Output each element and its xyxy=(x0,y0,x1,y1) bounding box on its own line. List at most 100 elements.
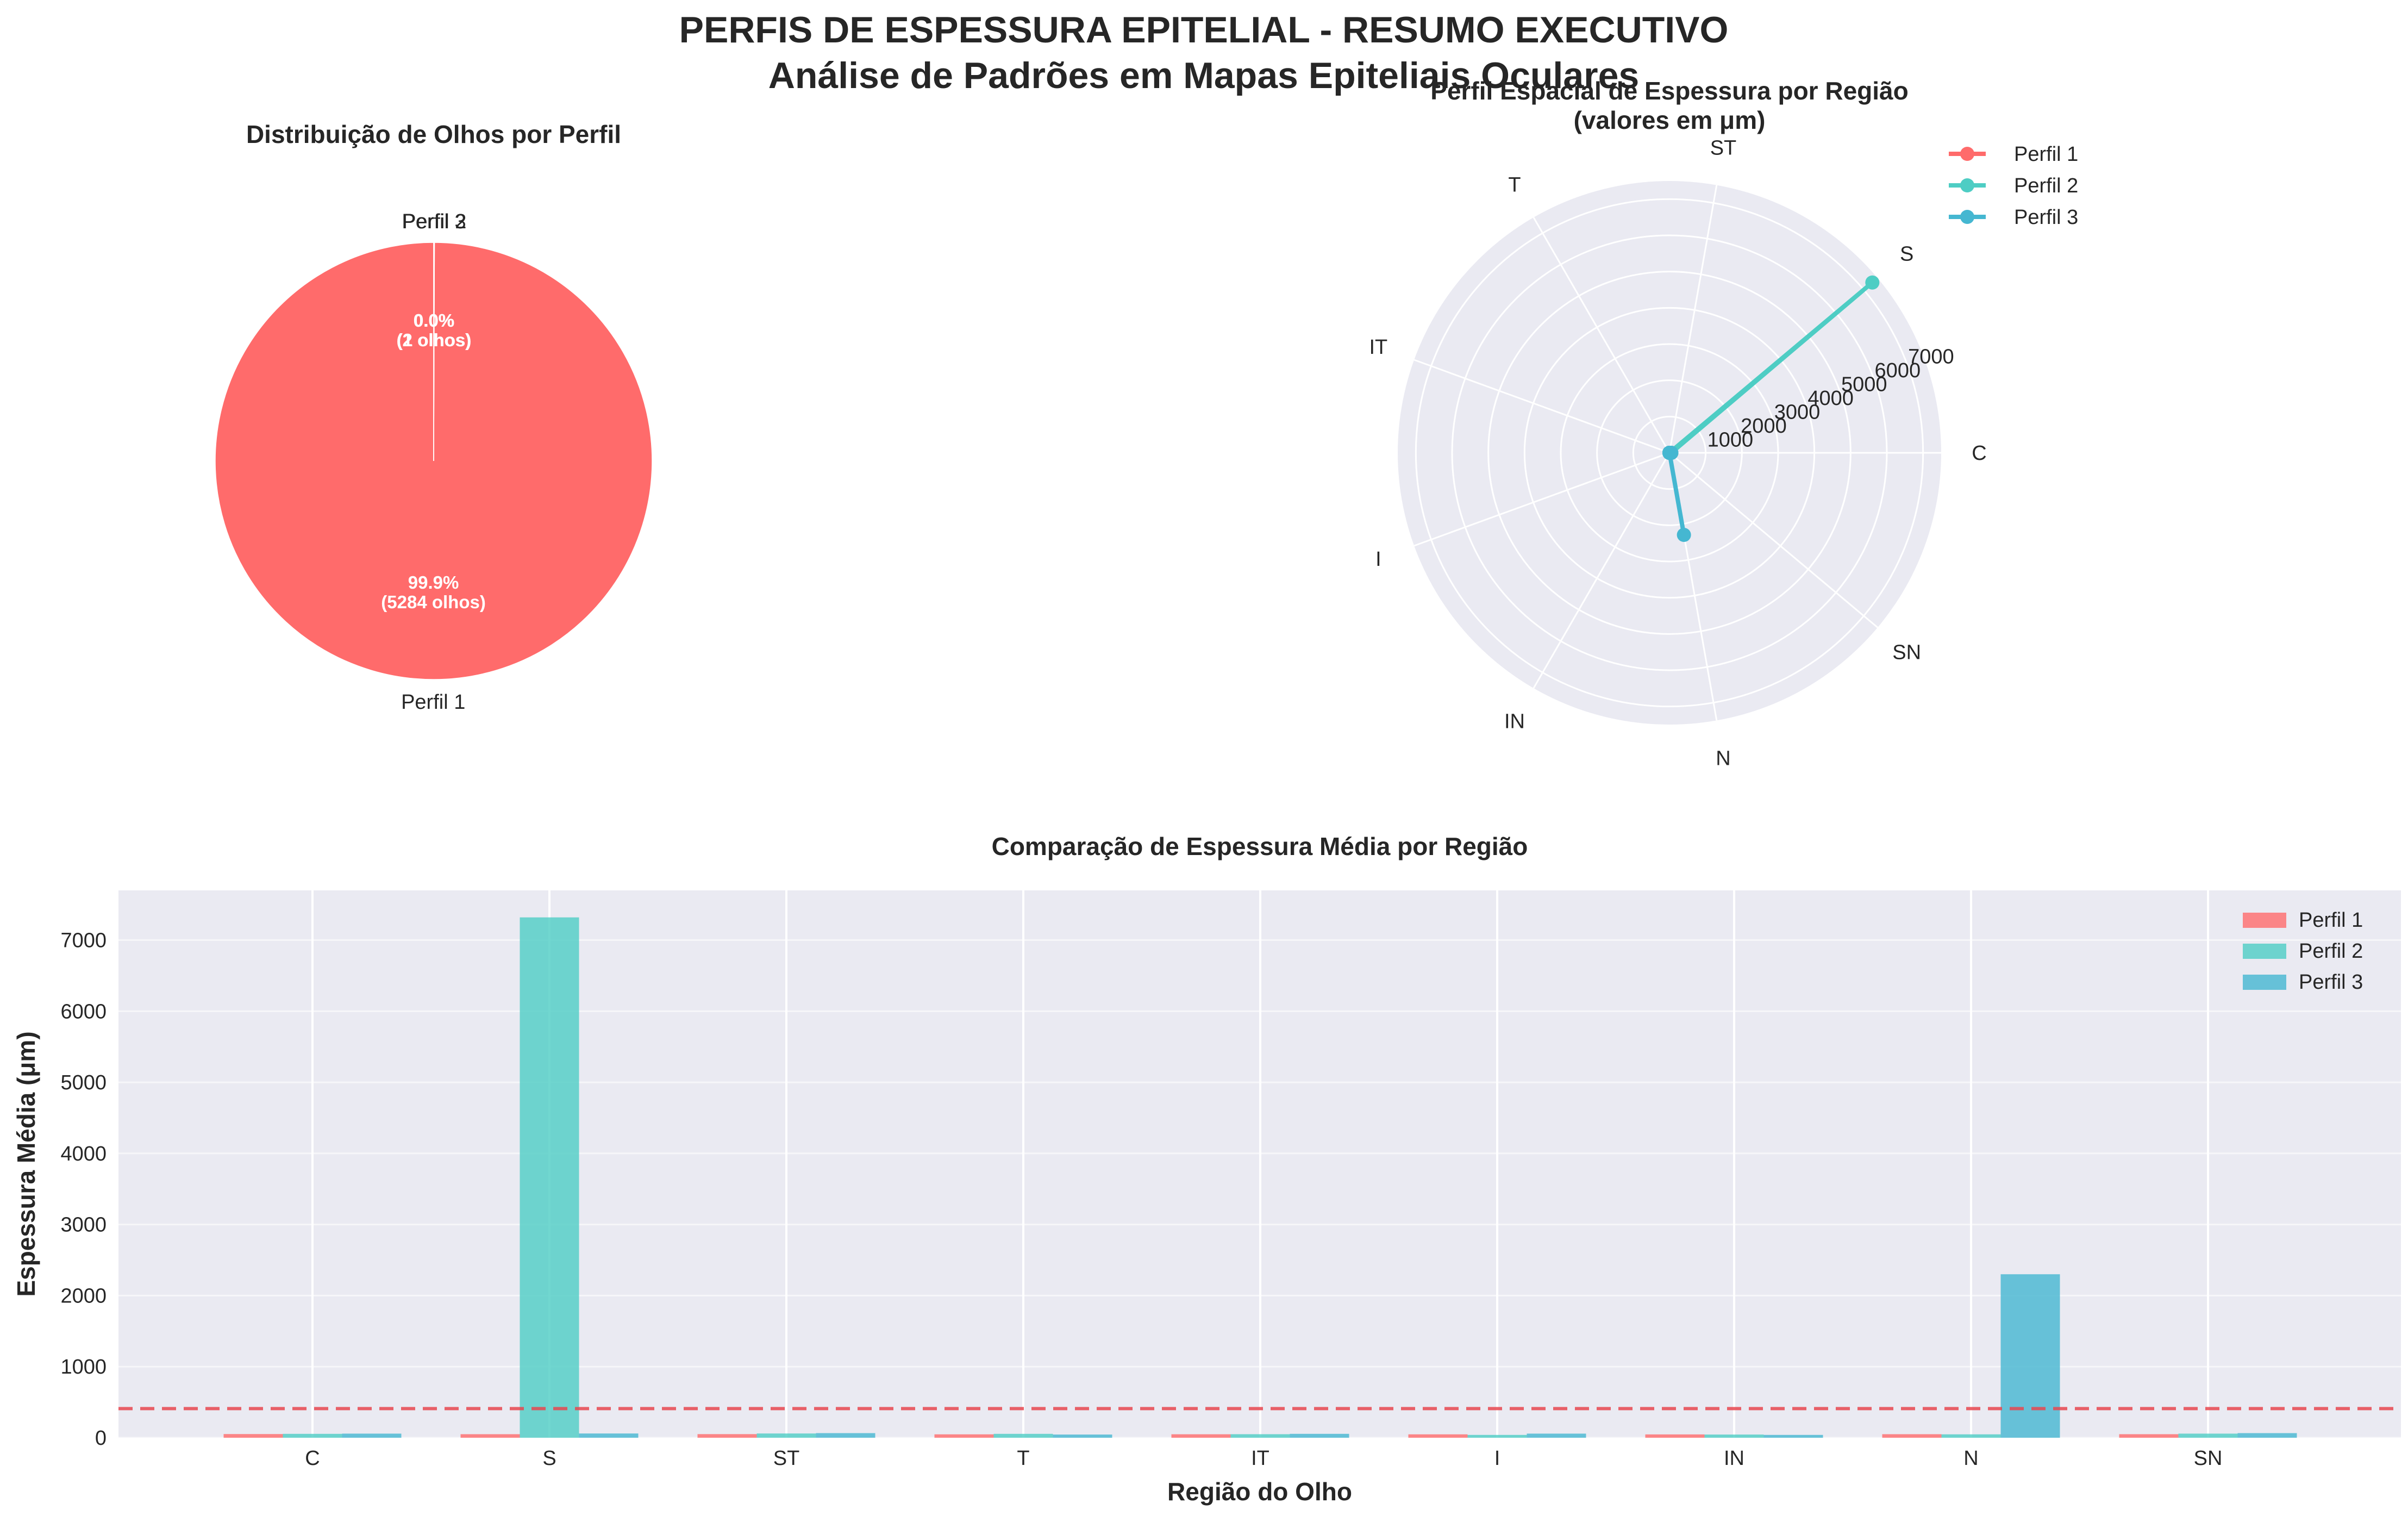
bar-perfil-3-s xyxy=(579,1433,639,1438)
bar-legend-swatch-perfil-2 xyxy=(2243,944,2286,959)
bar-ytick-5000: 5000 xyxy=(60,1071,107,1094)
pie-label-perfil-1: Perfil 1 xyxy=(401,691,465,714)
polar-title-line-1: Perfil Espacial de Espessura por Região xyxy=(1430,77,1908,105)
bar-perfil-2-i xyxy=(1467,1434,1527,1438)
suptitle-line-1: PERFIS DE ESPESSURA EPITELIAL - RESUMO E… xyxy=(679,9,1729,51)
polar-legend-marker-perfil-3 xyxy=(1960,210,1974,224)
bar-perfil-3-it xyxy=(1290,1433,1349,1438)
bar-perfil-2-s xyxy=(520,917,579,1438)
pie-title: Distribuição de Olhos por Perfil xyxy=(246,120,621,148)
bar-xtick-s: S xyxy=(542,1447,556,1470)
polar-category-in: IN xyxy=(1504,710,1525,733)
bar-legend-label-perfil-3: Perfil 3 xyxy=(2299,971,2363,994)
polar-spoke-st xyxy=(1668,185,1718,453)
bar-perfil-1-sn xyxy=(2119,1434,2179,1438)
polar-tick-1000: 1000 xyxy=(1708,428,1754,451)
bar-perfil-2-t xyxy=(993,1433,1053,1438)
bar-perfil-2-in xyxy=(1704,1434,1764,1438)
bar-perfil-2-c xyxy=(283,1433,342,1438)
polar-category-i: I xyxy=(1375,548,1381,571)
bar-perfil-1-st xyxy=(697,1434,757,1438)
polar-category-st: ST xyxy=(1710,137,1737,160)
bar-ytick-3000: 3000 xyxy=(60,1214,107,1237)
bar-xlabel: Região do Olho xyxy=(1167,1477,1352,1506)
polar-spoke-in xyxy=(1533,452,1671,689)
bar-perfil-2-it xyxy=(1230,1434,1290,1438)
polar-spoke-t xyxy=(1533,217,1671,453)
pie-chart: Distribuição de Olhos por Perfil Perfil 1… xyxy=(215,120,653,714)
bar-legend-swatch-perfil-3 xyxy=(2243,975,2286,990)
bar-xtick-st: ST xyxy=(773,1447,800,1470)
bar-xtick-in: IN xyxy=(1724,1447,1744,1470)
bar-ytick-1000: 1000 xyxy=(60,1356,107,1378)
bar-perfil-1-s xyxy=(460,1434,520,1438)
suptitle-line-2: Análise de Padrões em Mapas Epiteliais O… xyxy=(768,55,1639,96)
bar-perfil-3-c xyxy=(342,1433,402,1438)
polar-point-perfil-2-s xyxy=(1865,275,1880,290)
polar-legend-label-perfil-2: Perfil 2 xyxy=(2014,174,2078,197)
polar-title-line-2: (valores em μm) xyxy=(1574,106,1766,134)
polar-legend-label-perfil-3: Perfil 3 xyxy=(2014,206,2078,229)
bar-perfil-3-sn xyxy=(2237,1433,2297,1438)
bar-perfil-1-t xyxy=(934,1434,994,1438)
bar-ytick-0: 0 xyxy=(95,1427,107,1450)
bar-ylabel: Espessura Média (μm) xyxy=(12,1031,40,1296)
bar-legend-label-perfil-2: Perfil 2 xyxy=(2299,940,2363,963)
bar-ytick-6000: 6000 xyxy=(60,1000,107,1023)
bar-perfil-3-i xyxy=(1527,1433,1586,1438)
bar-perfil-1-c xyxy=(223,1434,283,1438)
bar-legend: Perfil 1 Perfil 2 Perfil 3 xyxy=(2243,909,2363,994)
bar-xtick-t: T xyxy=(1017,1447,1029,1470)
polar-legend-marker-perfil-1 xyxy=(1960,147,1974,161)
polar-category-s: S xyxy=(1900,243,1913,266)
polar-category-t: T xyxy=(1508,173,1521,196)
polar-point-perfil-3-sn xyxy=(1662,446,1677,460)
pie-label-perfil-2: Perfil 2 xyxy=(402,210,466,233)
bar-xtick-it: IT xyxy=(1251,1447,1269,1470)
polar-legend: Perfil 1 Perfil 2 Perfil 3 xyxy=(1949,143,2078,229)
polar-category-n: N xyxy=(1716,747,1730,770)
bar-perfil-2-n xyxy=(1941,1434,2001,1438)
pie-label-perfil-3: Perfil 3 xyxy=(402,210,466,233)
bar-xtick-sn: SN xyxy=(2194,1447,2223,1470)
bar-perfil-3-n xyxy=(2000,1274,2060,1438)
polar-legend-marker-perfil-2 xyxy=(1960,178,1974,192)
bar-xtick-i: I xyxy=(1494,1447,1500,1470)
bar-perfil-3-in xyxy=(1763,1434,1823,1438)
bar-perfil-1-it xyxy=(1171,1434,1231,1438)
bar-perfil-1-i xyxy=(1408,1434,1468,1438)
polar-chart: Perfil Espacial de Espessura por Região(… xyxy=(1369,77,2078,770)
bar-perfil-2-sn xyxy=(2178,1433,2238,1438)
pie-pct-perfil-1-line-1: 99.9% xyxy=(408,572,459,592)
polar-point-perfil-3-n xyxy=(1677,528,1691,542)
polar-tick-5000: 5000 xyxy=(1841,373,1887,396)
bar-perfil-3-t xyxy=(1053,1434,1112,1438)
polar-spoke-i xyxy=(1413,452,1670,547)
bar-perfil-1-in xyxy=(1645,1434,1705,1438)
polar-legend-label-perfil-1: Perfil 1 xyxy=(2014,143,2078,166)
polar-tick-7000: 7000 xyxy=(1908,345,1954,368)
polar-category-it: IT xyxy=(1369,336,1387,359)
pie-pct-perfil-3-line-2: (2 olhos) xyxy=(397,330,472,350)
pie-pct-perfil-1-line-2: (5284 olhos) xyxy=(381,592,486,612)
polar-spoke-it xyxy=(1413,359,1670,454)
polar-category-sn: SN xyxy=(1892,641,1921,664)
polar-spoke-sn xyxy=(1669,452,1878,628)
bar-ytick-7000: 7000 xyxy=(60,930,107,952)
bar-perfil-1-n xyxy=(1882,1434,1942,1438)
bar-legend-label-perfil-1: Perfil 1 xyxy=(2299,909,2363,932)
polar-tick-3000: 3000 xyxy=(1774,401,1821,423)
polar-tick-6000: 6000 xyxy=(1875,359,1921,382)
pie-pct-perfil-3-line-1: 0.0% xyxy=(414,310,454,330)
bar-xtick-n: N xyxy=(1963,1447,1978,1470)
bar-legend-swatch-perfil-1 xyxy=(2243,913,2286,928)
polar-tick-2000: 2000 xyxy=(1741,415,1787,438)
bar-perfil-3-st xyxy=(816,1433,875,1438)
bar-ytick-2000: 2000 xyxy=(60,1284,107,1307)
bar-perfil-2-st xyxy=(756,1433,816,1438)
polar-tick-4000: 4000 xyxy=(1807,387,1854,410)
bar-chart: Comparação de Espessura Média por Região… xyxy=(12,832,2401,1506)
bar-title: Comparação de Espessura Média por Região xyxy=(992,832,1528,860)
bar-ytick-4000: 4000 xyxy=(60,1143,107,1165)
